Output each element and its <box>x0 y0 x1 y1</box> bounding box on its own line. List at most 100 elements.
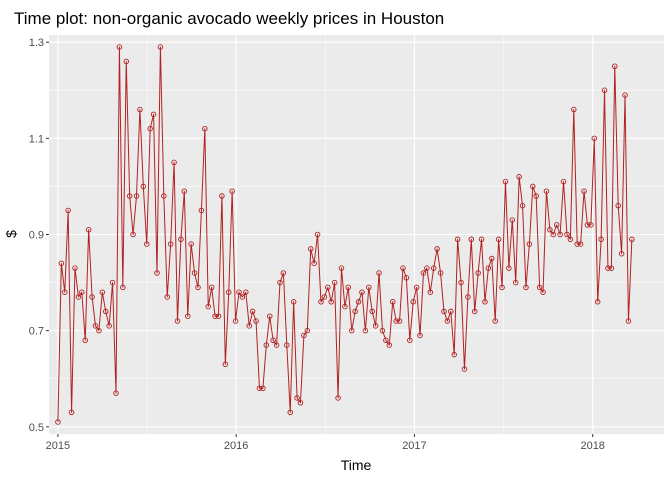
price-point <box>352 308 358 315</box>
price-point <box>342 303 348 310</box>
price-point <box>612 63 618 70</box>
price-point <box>557 231 563 238</box>
y-axis-label: $ <box>3 230 19 238</box>
price-point <box>540 289 546 295</box>
price-point <box>287 409 293 416</box>
price-point <box>191 270 198 276</box>
price-point <box>212 313 218 319</box>
price-point <box>516 174 522 180</box>
price-point <box>581 188 587 194</box>
price-point <box>560 178 567 185</box>
price-point <box>270 337 276 344</box>
price-point <box>273 342 280 348</box>
price-point <box>249 308 256 315</box>
price-point <box>123 58 129 65</box>
price-point <box>311 260 317 267</box>
price-point <box>605 265 611 271</box>
price-point <box>362 327 369 334</box>
price-point <box>502 178 509 185</box>
chart-title: Time plot: non-organic avocado weekly pr… <box>14 9 444 28</box>
y-tick-label: 0.9 <box>29 230 44 242</box>
y-tick-label: 1.3 <box>29 37 44 49</box>
price-point <box>519 202 526 209</box>
x-tick-label: 2018 <box>580 440 604 452</box>
price-point <box>444 318 451 324</box>
price-point <box>202 125 208 132</box>
price-point <box>622 92 628 98</box>
price-point <box>75 294 82 300</box>
price-point <box>331 279 338 286</box>
price-point <box>256 385 263 392</box>
price-point <box>584 222 591 228</box>
price-point <box>208 284 215 291</box>
price-point <box>96 327 102 334</box>
price-point <box>120 284 126 291</box>
price-point <box>499 284 505 291</box>
y-tick-label: 1.1 <box>29 133 44 145</box>
price-point <box>113 390 119 396</box>
price-point <box>137 106 143 113</box>
price-point <box>304 327 311 334</box>
price-point <box>512 279 519 286</box>
price-point <box>280 270 287 276</box>
price-point <box>543 188 550 194</box>
price-point <box>413 284 420 291</box>
price-point <box>526 241 533 247</box>
x-tick-label: 2017 <box>402 440 426 452</box>
price-point <box>232 318 239 324</box>
price-point <box>410 299 416 305</box>
price-point <box>492 318 498 324</box>
price-point <box>577 241 584 247</box>
price-point <box>424 265 430 271</box>
price-point <box>99 289 106 295</box>
price-point <box>475 270 481 276</box>
price-point <box>396 318 403 324</box>
price-point <box>427 289 434 295</box>
price-point <box>198 207 205 214</box>
price-point <box>383 337 389 344</box>
price-point <box>465 294 471 300</box>
price-point <box>601 87 608 94</box>
price-point <box>260 385 266 392</box>
y-tick-label: 0.5 <box>29 422 44 434</box>
price-point <box>314 231 321 238</box>
price-point <box>307 246 314 252</box>
x-tick-label: 2015 <box>46 440 70 452</box>
price-point <box>328 299 334 305</box>
price-point <box>615 202 621 209</box>
price-point <box>89 294 95 300</box>
price-point <box>318 299 324 305</box>
price-point <box>55 419 61 425</box>
price-point <box>188 241 194 247</box>
y-tick-label: 0.7 <box>29 326 44 338</box>
price-point <box>82 337 88 344</box>
price-point <box>72 265 78 271</box>
price-point <box>321 294 328 300</box>
price-point <box>485 265 492 271</box>
price-point <box>157 44 164 50</box>
price-point <box>246 323 252 329</box>
price-point <box>564 231 570 238</box>
price-point <box>236 289 242 295</box>
price-line <box>57 46 633 422</box>
price-point <box>400 265 406 271</box>
price-point <box>345 284 352 291</box>
price-point <box>407 337 413 344</box>
price-point <box>458 279 464 286</box>
price-point <box>547 226 553 233</box>
price-point <box>290 299 297 305</box>
price-point <box>284 342 290 348</box>
price-point <box>174 318 181 324</box>
price-point <box>297 400 304 406</box>
series-layer <box>55 44 635 425</box>
price-point <box>403 275 410 281</box>
price-point <box>301 332 307 339</box>
price-point <box>243 289 249 295</box>
price-point <box>536 284 543 291</box>
price-point <box>550 231 557 238</box>
price-point <box>325 284 331 291</box>
price-point <box>389 299 396 305</box>
price-point <box>366 284 372 291</box>
x-tick-label: 2016 <box>224 440 248 452</box>
